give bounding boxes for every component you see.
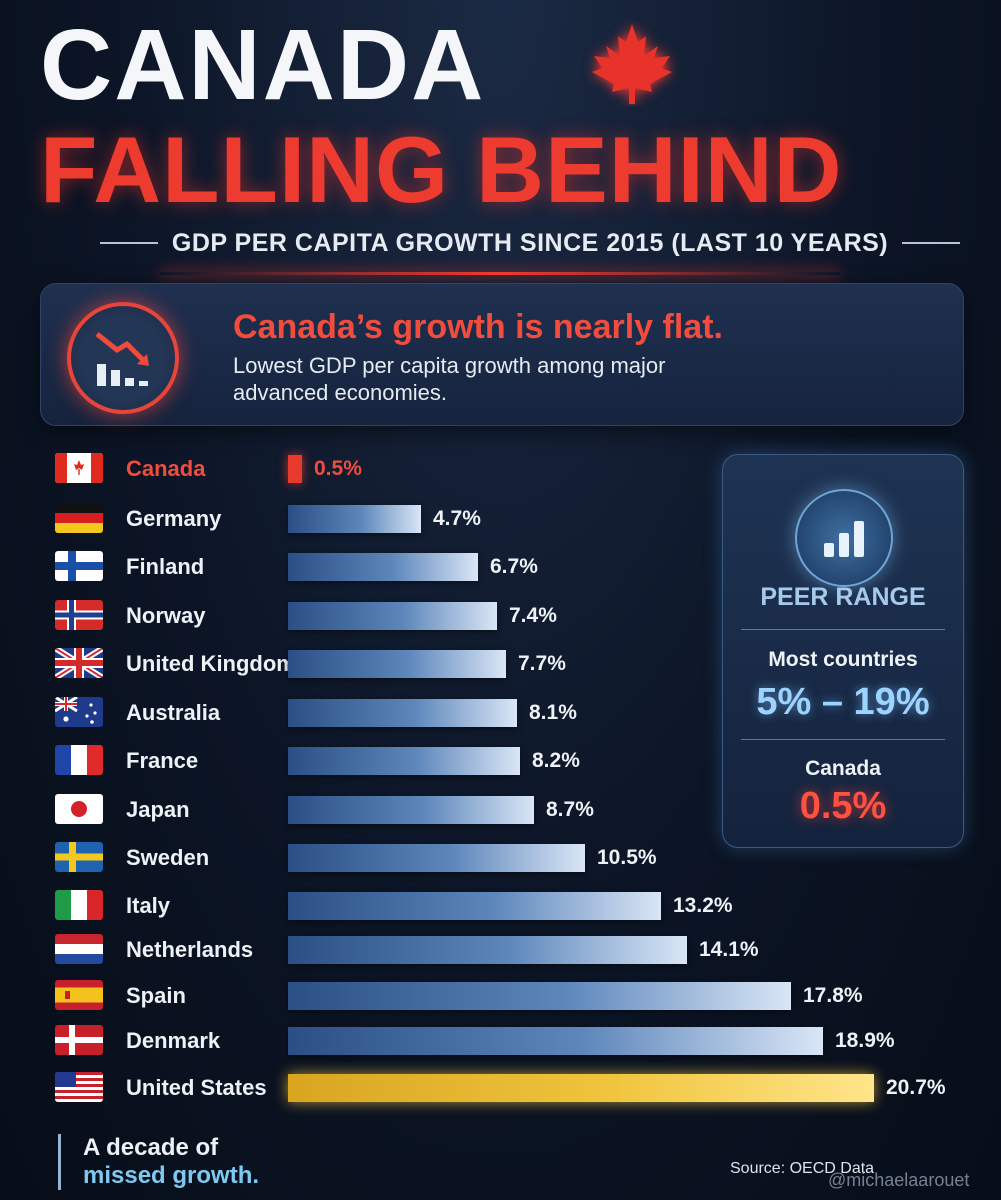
title-line-2: FALLING BEHIND bbox=[40, 117, 843, 222]
value-label-germany: 4.7% bbox=[433, 507, 481, 530]
bar-canada bbox=[288, 455, 302, 483]
country-label-norway: Norway bbox=[126, 603, 206, 628]
flag-finland-icon bbox=[55, 551, 103, 581]
subtitle-row: GDP PER CAPITA GROWTH SINCE 2015 (LAST 1… bbox=[100, 226, 961, 260]
value-label-spain: 17.8% bbox=[803, 984, 863, 1007]
flag-spain-icon bbox=[55, 980, 103, 1010]
bar-chart-icon bbox=[795, 489, 893, 587]
flag-uk-icon bbox=[55, 648, 103, 678]
country-label-uk: United Kingdom bbox=[126, 651, 296, 676]
value-label-france: 8.2% bbox=[532, 749, 580, 772]
title-line-1: CANADA bbox=[40, 9, 486, 121]
bar-united-states bbox=[288, 1074, 874, 1102]
value-label-norway: 7.4% bbox=[509, 604, 557, 627]
subtitle-rule-left bbox=[100, 242, 158, 244]
callout-card: Canada’s growth is nearly flat. Lowest G… bbox=[40, 283, 964, 426]
flag-denmark-icon bbox=[55, 1025, 103, 1055]
tagline-line-2: missed growth. bbox=[83, 1162, 260, 1189]
bar-denmark bbox=[288, 1027, 823, 1055]
country-label-sweden: Sweden bbox=[126, 845, 210, 870]
callout-body: Lowest GDP per capita growth among major… bbox=[233, 353, 666, 405]
country-label-finland: Finland bbox=[126, 554, 205, 579]
value-label-italy: 13.2% bbox=[673, 894, 733, 917]
subtitle-rule-right bbox=[902, 242, 961, 244]
bar-france bbox=[288, 747, 520, 775]
flag-usa-icon bbox=[55, 1072, 103, 1102]
country-label-usa: United States bbox=[126, 1075, 267, 1100]
author-credit: @michaelaarouet bbox=[828, 1170, 970, 1190]
bar-italy bbox=[288, 892, 661, 920]
value-label-united-states: 20.7% bbox=[886, 1076, 946, 1099]
declining-chart-icon bbox=[67, 302, 179, 414]
maple-leaf-icon bbox=[592, 24, 672, 104]
peer-divider-2 bbox=[741, 739, 945, 740]
country-label-germany: Germany bbox=[126, 506, 222, 531]
flag-sweden-icon bbox=[55, 842, 103, 872]
peer-range-card: PEER RANGE Most countries 5% – 19% Canad… bbox=[722, 454, 964, 848]
country-label-france: France bbox=[126, 748, 199, 773]
value-label-canada: 0.5% bbox=[314, 457, 362, 480]
peer-most-label: Most countries bbox=[768, 648, 918, 671]
bar-spain bbox=[288, 982, 791, 1010]
flag-canada-icon bbox=[55, 453, 103, 483]
flag-netherlands-icon bbox=[55, 934, 103, 964]
value-label-sweden: 10.5% bbox=[597, 846, 657, 869]
bar-chart: Canada Germany Finland Norway United Kin… bbox=[0, 440, 1001, 1120]
value-label-australia: 8.1% bbox=[529, 701, 577, 724]
country-label-japan: Japan bbox=[126, 797, 190, 822]
peer-title: PEER RANGE bbox=[760, 583, 926, 611]
value-label-netherlands: 14.1% bbox=[699, 938, 759, 961]
flag-italy-icon bbox=[55, 890, 103, 920]
value-label-japan: 8.7% bbox=[546, 798, 594, 821]
callout-headline: Canada’s growth is nearly flat. bbox=[233, 308, 723, 346]
value-label-finland: 6.7% bbox=[490, 555, 538, 578]
peer-canada-value: 0.5% bbox=[799, 785, 887, 827]
value-label-united-kingdom: 7.7% bbox=[518, 652, 566, 675]
bar-finland bbox=[288, 553, 478, 581]
flag-norway-icon bbox=[55, 600, 103, 630]
source-note: Source: OECD Data bbox=[730, 1160, 875, 1177]
tagline-line-1: A decade of bbox=[83, 1134, 219, 1161]
country-label-netherlands: Netherlands bbox=[126, 937, 254, 962]
bar-norway bbox=[288, 602, 497, 630]
bar-united-kingdom bbox=[288, 650, 506, 678]
peer-range-value: 5% – 19% bbox=[756, 681, 930, 723]
flag-germany-icon bbox=[55, 503, 103, 533]
country-label-italy: Italy bbox=[126, 893, 171, 918]
peer-canada-label: Canada bbox=[805, 757, 881, 780]
flag-japan-icon bbox=[55, 794, 103, 824]
value-label-denmark: 18.9% bbox=[835, 1029, 895, 1052]
peer-divider-1 bbox=[741, 629, 945, 630]
bar-germany bbox=[288, 505, 421, 533]
subtitle: GDP PER CAPITA GROWTH SINCE 2015 (LAST 1… bbox=[171, 228, 889, 257]
country-label-denmark: Denmark bbox=[126, 1028, 221, 1053]
bar-australia bbox=[288, 699, 517, 727]
glow-divider bbox=[160, 272, 840, 275]
country-label-canada: Canada bbox=[126, 456, 206, 481]
tagline: A decade of missed growth. bbox=[58, 1134, 259, 1190]
bar-sweden bbox=[288, 844, 585, 872]
country-label-australia: Australia bbox=[126, 700, 221, 725]
bar-netherlands bbox=[288, 936, 687, 964]
flag-australia-icon bbox=[55, 697, 103, 727]
flag-france-icon bbox=[55, 745, 103, 775]
bar-japan bbox=[288, 796, 534, 824]
country-label-spain: Spain bbox=[126, 983, 186, 1008]
